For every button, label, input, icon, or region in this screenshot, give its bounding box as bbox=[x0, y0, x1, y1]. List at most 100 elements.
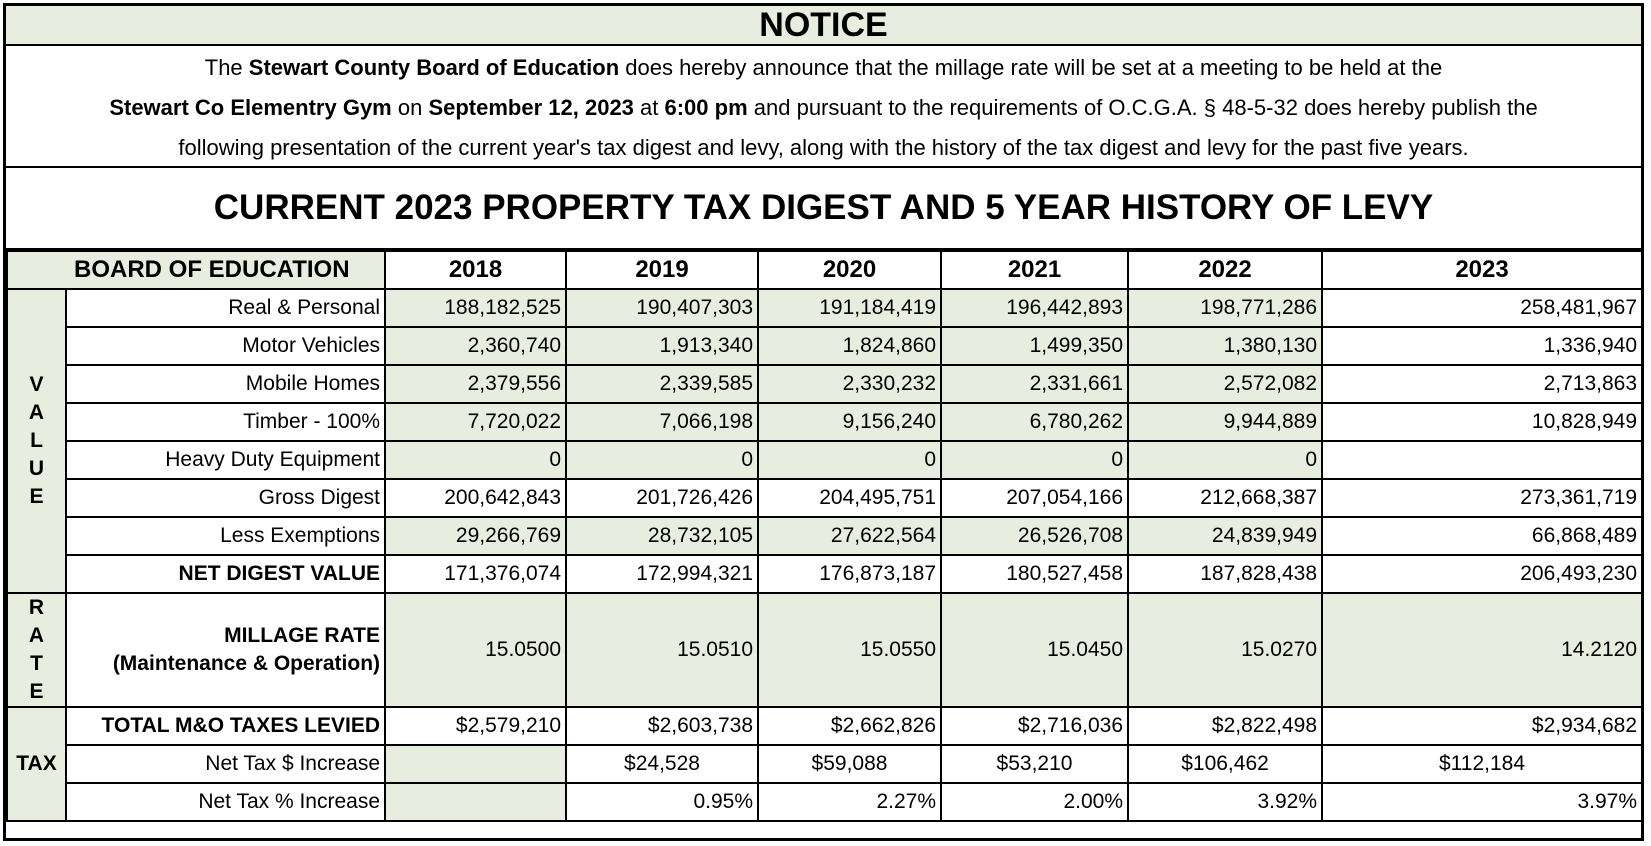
intro-line-1: The Stewart County Board of Education do… bbox=[6, 48, 1641, 88]
row-label: Timber - 100% bbox=[64, 402, 387, 442]
value-cell: 2,360,740 bbox=[384, 326, 568, 366]
value-cell: 6,780,262 bbox=[940, 402, 1130, 442]
value-cell: 196,442,893 bbox=[940, 288, 1130, 328]
table-row: V A L U E Real & Personal 188,182,525 190,4… bbox=[6, 288, 1644, 594]
header-row: BOARD OF EDUCATION 2018 2019 2020 2021 2… bbox=[5, 250, 1644, 290]
tax-cell: 2.27% bbox=[757, 782, 943, 822]
tax-cell: $2,822,498 bbox=[1127, 706, 1324, 746]
value-cell: 258,481,967 bbox=[1321, 288, 1644, 328]
value-cell: 1,913,340 bbox=[565, 326, 760, 366]
row-label: Motor Vehicles bbox=[64, 326, 387, 366]
rate-side-label: R A T E bbox=[6, 592, 67, 708]
corner-header: BOARD OF EDUCATION bbox=[5, 250, 387, 290]
value-cell: 2,339,585 bbox=[565, 364, 760, 404]
year-header: 2023 bbox=[1321, 250, 1644, 290]
value-cell: 7,066,198 bbox=[565, 402, 760, 442]
tax-cell: 3.92% bbox=[1127, 782, 1324, 822]
row-label: Mobile Homes bbox=[64, 364, 387, 404]
table-row: Gross Digest 200,642,843 201,726,426 204,49… bbox=[7, 478, 1644, 518]
row-label: Gross Digest bbox=[64, 478, 387, 518]
year-header: 2022 bbox=[1127, 250, 1324, 290]
value-cell: 191,184,419 bbox=[757, 288, 943, 328]
intro-text: and pursuant to the requirements of O.C.… bbox=[747, 95, 1538, 120]
tax-cell: $24,528 bbox=[565, 744, 760, 784]
tax-side-label: TAX bbox=[6, 706, 67, 822]
value-cell: 0 bbox=[940, 440, 1130, 480]
intro-text: The bbox=[204, 55, 249, 80]
value-cell: 28,732,105 bbox=[565, 516, 760, 556]
meeting-time: 6:00 pm bbox=[664, 95, 748, 120]
year-header: 2019 bbox=[565, 250, 760, 290]
tax-cell: $2,716,036 bbox=[940, 706, 1130, 746]
tax-cell bbox=[384, 782, 568, 822]
notice-intro: The Stewart County Board of Education do… bbox=[6, 46, 1641, 168]
row-label: Net Tax % Increase bbox=[64, 782, 387, 822]
intro-text: on bbox=[391, 95, 429, 120]
value-cell: 176,873,187 bbox=[757, 554, 943, 594]
value-cell: 180,527,458 bbox=[940, 554, 1130, 594]
meeting-location: Stewart Co Elementry Gym bbox=[109, 95, 392, 120]
row-label: Less Exemptions bbox=[64, 516, 387, 556]
digest-table: BOARD OF EDUCATION 2018 2019 2020 2021 2… bbox=[5, 250, 1644, 822]
row-label: Net Tax $ Increase bbox=[64, 744, 387, 784]
table-row: Motor Vehicles 2,360,740 1,913,340 1,824,86… bbox=[7, 326, 1644, 366]
tax-cell: $106,462 bbox=[1127, 744, 1324, 784]
tax-cell: $112,184 bbox=[1321, 744, 1644, 784]
value-cell bbox=[1321, 440, 1644, 480]
year-header: 2020 bbox=[757, 250, 943, 290]
notice-document: NOTICE The Stewart County Board of Educa… bbox=[3, 3, 1644, 841]
millage-value: 15.0550 bbox=[757, 592, 943, 708]
meeting-date: September 12, 2023 bbox=[428, 95, 634, 120]
notice-title: NOTICE bbox=[6, 6, 1641, 46]
intro-text: does hereby announce that the millage ra… bbox=[619, 55, 1443, 80]
tax-cell: $2,579,210 bbox=[384, 706, 568, 746]
row-label: Heavy Duty Equipment bbox=[64, 440, 387, 480]
value-cell: 190,407,303 bbox=[565, 288, 760, 328]
value-cell: 206,493,230 bbox=[1321, 554, 1644, 594]
millage-label: MILLAGE RATE (Maintenance & Operation) bbox=[64, 592, 387, 708]
value-cell: 212,668,387 bbox=[1127, 478, 1324, 518]
tax-cell: 3.97% bbox=[1321, 782, 1644, 822]
value-cell: 187,828,438 bbox=[1127, 554, 1324, 594]
value-cell: 9,156,240 bbox=[757, 402, 943, 442]
value-cell: 273,361,719 bbox=[1321, 478, 1644, 518]
value-cell: 9,944,889 bbox=[1127, 402, 1324, 442]
millage-label-line: MILLAGE RATE bbox=[224, 624, 381, 647]
tax-cell: $59,088 bbox=[757, 744, 943, 784]
value-cell: 0 bbox=[1127, 440, 1324, 480]
value-cell: 10,828,949 bbox=[1321, 402, 1644, 442]
tax-cell: $2,662,826 bbox=[757, 706, 943, 746]
value-cell: 172,994,321 bbox=[565, 554, 760, 594]
millage-row: R A T E MILLAGE RATE (Maintenance & Operat… bbox=[6, 592, 1644, 708]
row-label: Real & Personal bbox=[64, 288, 387, 328]
value-cell: 26,526,708 bbox=[940, 516, 1130, 556]
millage-value: 15.0510 bbox=[565, 592, 760, 708]
value-cell: 27,622,564 bbox=[757, 516, 943, 556]
value-cell: 201,726,426 bbox=[565, 478, 760, 518]
value-cell: 1,824,860 bbox=[757, 326, 943, 366]
year-header: 2021 bbox=[940, 250, 1130, 290]
value-cell: 66,868,489 bbox=[1321, 516, 1644, 556]
intro-text: at bbox=[633, 95, 665, 120]
table-row: Less Exemptions 29,266,769 28,732,105 27,62… bbox=[7, 516, 1644, 556]
value-cell: 2,713,863 bbox=[1321, 364, 1644, 404]
millage-label-line: (Maintenance & Operation) bbox=[112, 652, 381, 675]
table-row: Timber - 100% 7,720,022 7,066,198 9,156,240… bbox=[7, 402, 1644, 442]
year-header: 2018 bbox=[384, 250, 568, 290]
tax-cell bbox=[384, 744, 568, 784]
intro-line-2: Stewart Co Elementry Gym on September 12… bbox=[6, 88, 1641, 128]
millage-value: 15.0450 bbox=[940, 592, 1130, 708]
value-cell: 24,839,949 bbox=[1127, 516, 1324, 556]
value-cell: 0 bbox=[565, 440, 760, 480]
value-cell: 0 bbox=[757, 440, 943, 480]
table-row: Heavy Duty Equipment 0 0 0 0 0 bbox=[7, 440, 1644, 480]
value-cell: 0 bbox=[384, 440, 568, 480]
value-cell: 1,336,940 bbox=[1321, 326, 1644, 366]
tax-cell: $2,934,682 bbox=[1321, 706, 1644, 746]
millage-value: 15.0270 bbox=[1127, 592, 1324, 708]
value-cell: 29,266,769 bbox=[384, 516, 568, 556]
millage-value: 14.2120 bbox=[1321, 592, 1644, 708]
value-cell: 171,376,074 bbox=[384, 554, 568, 594]
value-cell: 2,572,082 bbox=[1127, 364, 1324, 404]
table-row: NET DIGEST VALUE 171,376,074 172,994,321 17… bbox=[7, 554, 1644, 594]
